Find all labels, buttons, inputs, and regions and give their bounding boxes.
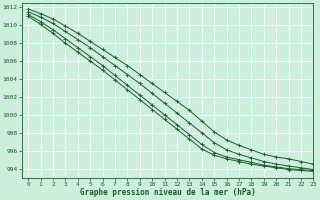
X-axis label: Graphe pression niveau de la mer (hPa): Graphe pression niveau de la mer (hPa) [80, 188, 256, 197]
